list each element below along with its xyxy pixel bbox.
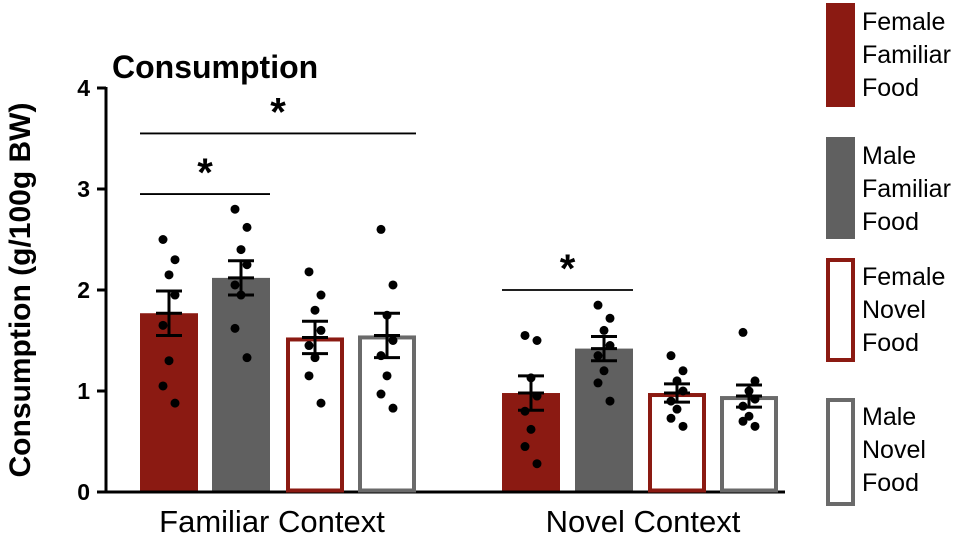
data-point [526, 424, 536, 434]
y-tick-label: 2 [77, 277, 90, 303]
data-point [678, 366, 688, 376]
data-point [310, 305, 320, 315]
data-point [304, 371, 314, 381]
data-point [599, 325, 609, 335]
data-point [599, 366, 609, 376]
bar [358, 335, 416, 493]
data-point [316, 290, 326, 300]
legend-label: Familiar [862, 41, 951, 69]
data-point [388, 403, 398, 413]
bar [140, 313, 198, 491]
legend-label: Food [862, 74, 919, 102]
legend-label: Food [862, 329, 919, 357]
data-point [666, 413, 676, 423]
data-point [666, 351, 676, 361]
legend-label: Female [862, 8, 945, 36]
data-point [593, 300, 603, 310]
data-point [230, 280, 240, 290]
data-point [242, 353, 252, 363]
data-point [593, 378, 603, 388]
data-point [532, 459, 542, 469]
legend-label: Male [862, 142, 916, 170]
data-point [520, 442, 530, 452]
data-point [170, 290, 180, 300]
data-point [738, 416, 748, 426]
significance-markers: * * * [140, 90, 633, 291]
data-point [164, 270, 174, 280]
legend-swatch [826, 258, 855, 362]
data-point [158, 320, 168, 330]
legend-label: Novel [862, 436, 926, 464]
data-point [316, 325, 326, 335]
significance-star: * [197, 151, 213, 195]
legend-label: Novel [862, 296, 926, 324]
legend-label: Familiar [862, 175, 951, 203]
significance-star: * [560, 247, 576, 291]
data-point [310, 353, 320, 363]
y-axis-label: Consumption (g/100g BW) [4, 103, 37, 478]
data-point [304, 267, 314, 277]
y-tick-label: 4 [77, 75, 90, 101]
data-point [382, 371, 392, 381]
x-category-label: Novel Context [546, 504, 741, 539]
data-point [376, 224, 386, 234]
data-point [388, 280, 398, 290]
legend-label: Male [862, 403, 916, 431]
data-point [236, 245, 246, 255]
legend-swatch [826, 398, 855, 506]
data-point [304, 341, 314, 351]
data-point [750, 421, 760, 431]
significance-star: * [270, 90, 286, 134]
y-tick-label: 1 [77, 378, 90, 404]
error-bars [156, 259, 762, 412]
data-point [605, 313, 615, 323]
bar [212, 277, 270, 491]
data-point [230, 323, 240, 333]
data-point [170, 255, 180, 265]
data-point [388, 336, 398, 345]
data-point [593, 351, 603, 361]
data-point [750, 376, 760, 386]
data-point [158, 235, 168, 244]
data-point [170, 398, 180, 408]
data-point [738, 327, 748, 337]
legend-label: Food [862, 469, 919, 497]
chart-title: Consumption [112, 49, 318, 85]
data-point [164, 356, 174, 366]
data-point [605, 396, 615, 406]
legend-label: Female [862, 263, 945, 291]
data-points [158, 204, 760, 469]
axes: 0 1 2 3 4 Familiar Context Novel Context [77, 75, 785, 539]
legend: Female Familiar Food Male Familiar Food Female… [826, 3, 951, 506]
data-point [242, 260, 252, 270]
legend-swatch [826, 3, 855, 107]
data-point [376, 389, 386, 399]
data-point [316, 398, 326, 408]
data-point [532, 336, 542, 345]
data-point [242, 222, 252, 232]
data-point [744, 411, 754, 421]
data-point [230, 204, 240, 214]
data-point [520, 330, 530, 340]
data-point [158, 381, 168, 391]
y-tick-label: 0 [77, 479, 90, 505]
x-category-label: Familiar Context [159, 504, 385, 539]
legend-label: Food [862, 208, 919, 236]
data-point [678, 421, 688, 431]
legend-swatch [826, 137, 855, 239]
y-tick-label: 3 [77, 176, 90, 202]
data-point [672, 404, 682, 414]
